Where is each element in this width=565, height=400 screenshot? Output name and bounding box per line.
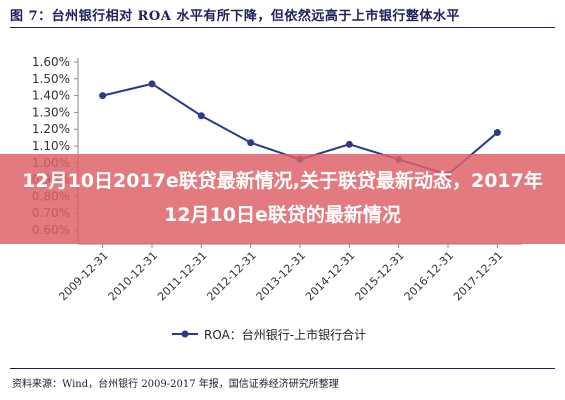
data-point: [99, 92, 107, 100]
y-tick-label: 1.40%: [32, 89, 70, 103]
y-tick-label: 1.20%: [32, 122, 70, 136]
source-note: 资料来源：Wind，台州银行 2009-2017 年报，国信证券经济研究所整理: [12, 379, 339, 390]
headline-text: 12月10日2017e联贷最新情况,关于联贷最新动态，2017年12月10日e联…: [22, 170, 543, 226]
data-point: [345, 140, 353, 148]
y-tick-label: 1.30%: [32, 105, 70, 119]
title-rule: [10, 27, 555, 28]
data-point: [197, 112, 205, 120]
figure-title: 图 7：台州银行相对 ROA 水平有所下降，但依然远高于上市银行整体水平: [10, 9, 460, 24]
data-point: [148, 80, 156, 88]
source-rule: [10, 368, 555, 369]
x-tick-label: 2011-12-31: [155, 249, 209, 303]
headline-banner: [0, 154, 565, 244]
x-tick-label: 2013-12-31: [254, 249, 308, 303]
data-point: [493, 129, 501, 137]
legend-label: ROA：台州银行-上市银行合计: [204, 327, 366, 342]
x-tick-label: 2016-12-31: [402, 249, 456, 303]
data-point: [247, 139, 255, 147]
x-tick-label: 2014-12-31: [303, 249, 357, 303]
y-tick-label: 1.10%: [32, 139, 70, 153]
legend-marker: [181, 330, 189, 338]
x-tick-label: 2010-12-31: [106, 249, 160, 303]
y-tick-label: 1.60%: [32, 55, 70, 69]
x-tick-label: 2017-12-31: [451, 249, 505, 303]
x-tick-label: 2015-12-31: [352, 249, 406, 303]
x-tick-label: 2012-12-31: [204, 249, 258, 303]
x-tick-label: 2009-12-31: [56, 249, 110, 303]
y-tick-label: 1.50%: [32, 72, 70, 86]
